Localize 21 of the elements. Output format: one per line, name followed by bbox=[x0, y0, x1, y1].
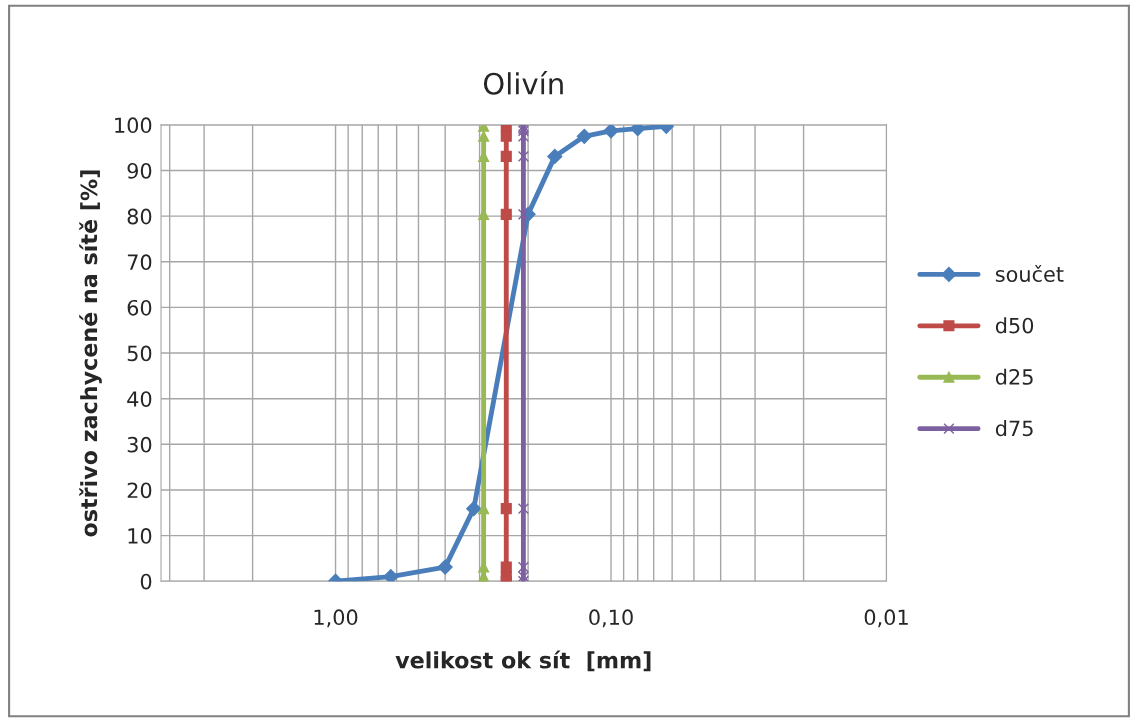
x-tick-label: 1,00 bbox=[314, 609, 358, 628]
y-tick-label: 80 bbox=[127, 208, 152, 225]
legend-label: součet bbox=[995, 265, 1064, 282]
legend-label: d50 bbox=[995, 317, 1034, 334]
y-tick-label: 50 bbox=[127, 345, 152, 362]
chart-title: Olivín bbox=[483, 71, 563, 95]
y-tick-label: 90 bbox=[127, 162, 152, 179]
y-axis-title: ostřivo zachycené na sítě [%] bbox=[79, 170, 102, 537]
y-tick-label: 70 bbox=[127, 254, 152, 271]
x-tick-label: 0,01 bbox=[864, 609, 908, 628]
y-tick-label: 0 bbox=[140, 573, 152, 590]
x-tick-label: 0,10 bbox=[589, 609, 633, 628]
legend-label: d25 bbox=[995, 368, 1033, 385]
x-axis-title: velikost ok sít [mm] bbox=[395, 650, 651, 672]
y-tick-label: 100 bbox=[115, 117, 152, 134]
y-tick-label: 20 bbox=[127, 482, 152, 499]
y-tick-label: 30 bbox=[127, 436, 152, 453]
y-tick-label: 60 bbox=[127, 299, 152, 316]
legend-label: d75 bbox=[995, 420, 1033, 437]
y-tick-label: 40 bbox=[127, 391, 152, 407]
y-tick-label: 10 bbox=[128, 528, 152, 544]
